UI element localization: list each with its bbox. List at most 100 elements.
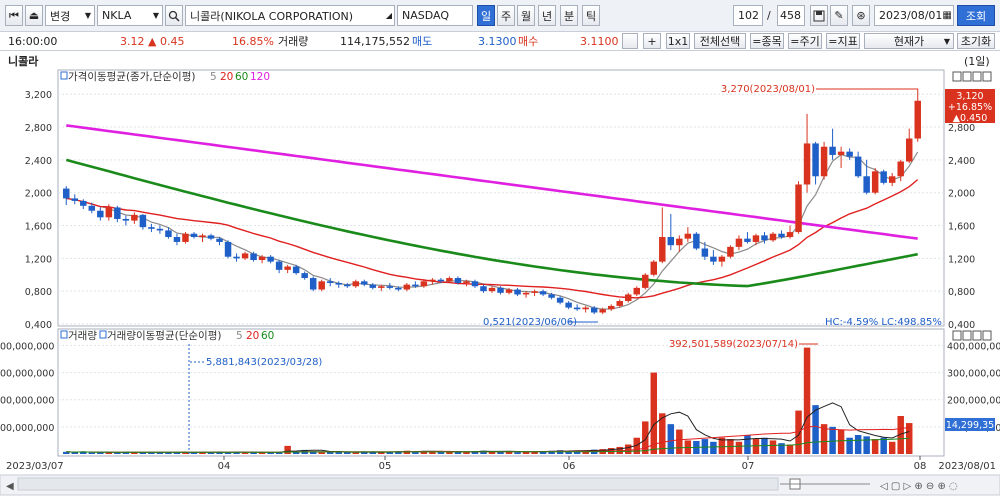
volume-bar: [318, 452, 325, 454]
count-input[interactable]: 102: [733, 5, 763, 26]
volume-bar: [131, 452, 138, 454]
candle-body: [326, 281, 334, 283]
volume-layout-icons[interactable]: [952, 330, 992, 341]
candle-body: [114, 207, 121, 219]
top-toolbar: ⏮ ⏏ 변경 ▼ NKLA ▼ 니콜라(NIKOLA CORPORATION) ◢ N…: [0, 0, 1000, 32]
volume-bar: [744, 435, 751, 454]
symbol-value: NKLA: [102, 9, 132, 22]
scroll-controls-icons[interactable]: ◁ ▢ ▷ ⊕ ⊖ ⊕ ◌: [880, 481, 958, 492]
volume-bar: [420, 451, 428, 454]
settings-icon[interactable]: ⊛: [852, 5, 870, 26]
search-icon[interactable]: [165, 5, 183, 26]
volume-bar: [812, 405, 819, 454]
period-minute[interactable]: 분: [560, 5, 578, 26]
volume-bar: [837, 429, 845, 454]
volume-bar: [565, 451, 572, 454]
volume-bar: [233, 451, 240, 454]
reset-button[interactable]: 초기화: [957, 33, 995, 49]
ratio-button[interactable]: 1x1: [666, 33, 690, 49]
cycle-button[interactable]: =주기: [788, 33, 822, 49]
period-tick[interactable]: 틱: [582, 5, 600, 26]
candle-body: [437, 279, 445, 282]
candle-body: [233, 256, 240, 259]
candle-body: [650, 261, 658, 275]
volume-bar: [395, 451, 402, 454]
candle-body: [139, 214, 147, 228]
select-all-button[interactable]: 전체선택: [694, 33, 746, 49]
candle-body: [309, 278, 317, 290]
stock-name-label: 니콜라: [8, 55, 39, 68]
candle-body: [803, 143, 811, 185]
volume-y-tick-right: 200,000,000: [947, 396, 1000, 407]
period-month[interactable]: 월: [517, 5, 535, 26]
volume-bar: [854, 435, 862, 454]
candle-body: [395, 287, 402, 290]
volume-bar: [539, 451, 547, 454]
layout-icons[interactable]: [952, 71, 992, 82]
volume-bar: [786, 444, 794, 454]
price-y-tick-right: 2,800: [948, 123, 975, 134]
candle-body: [352, 281, 359, 287]
volume-bar: [488, 451, 496, 454]
x-axis-label: 2023/03/07: [6, 461, 64, 472]
volume-bar: [454, 451, 462, 454]
volume-value: 114,175,552: [340, 34, 410, 48]
pen-icon[interactable]: ✎: [830, 5, 848, 26]
volume-bar: [224, 452, 232, 454]
price-legend: 가격이동평균(종가,단순이평) 5 20 60 120: [60, 70, 270, 83]
price-mode-select[interactable]: 현재가 ▼: [864, 33, 954, 49]
quote-change-pct: 16.85%: [232, 34, 274, 48]
candle-body: [914, 100, 921, 139]
price-y-tick-left: 0,800: [25, 287, 52, 298]
candle-body: [607, 305, 615, 310]
vma60-line: [66, 437, 910, 453]
volume-y-tick-right: 400,000,000: [947, 341, 1000, 352]
collapse-icon[interactable]: ⏏: [25, 5, 43, 26]
price-legend-title: 가격이동평균(종가,단순이평): [68, 70, 195, 83]
ask-label: 매도: [412, 35, 433, 48]
first-page-icon[interactable]: ⏮: [5, 5, 23, 26]
scroll-left-icon[interactable]: ◀: [6, 481, 14, 492]
price-tag-value: 3,120: [956, 91, 983, 102]
volume-bar: [676, 429, 683, 454]
candle-body: [420, 281, 428, 287]
period-day[interactable]: 일: [477, 5, 495, 26]
candle-body: [888, 176, 896, 183]
save-icon[interactable]: [810, 5, 828, 26]
plus-button[interactable]: +: [643, 33, 661, 49]
price-tag-change: ▲0.450: [953, 113, 988, 124]
date-input[interactable]: 2023/08/01 ▦: [874, 5, 954, 26]
symbol-input[interactable]: NKLA ▼: [97, 5, 163, 26]
quote-time: 16:00:00: [8, 34, 58, 48]
checkbox-toggle[interactable]: [622, 33, 638, 49]
candle-body: [837, 151, 845, 155]
volume-bar: [642, 421, 649, 454]
candle-body: [267, 256, 274, 262]
volume-bar: [531, 451, 538, 454]
candle-body: [820, 146, 828, 177]
volume-bar: [114, 452, 121, 454]
horizontal-scrollbar[interactable]: ◀ ◁ ▢ ▷ ⊕ ⊖ ⊕ ◌: [0, 474, 1000, 496]
candle-body: [556, 297, 564, 303]
price-volume-chart[interactable]: 3,2003,2002,8002,8002,4002,4002,0002,000…: [0, 68, 1000, 497]
volume-high-annotation: 392,501,589(2023/07/14): [669, 339, 798, 350]
volume-bar: [335, 451, 342, 454]
volume-value-tag: 14,299,35: [945, 418, 995, 431]
volume-bar: [165, 452, 172, 454]
query-button[interactable]: 조회: [957, 5, 995, 26]
candle-body: [318, 281, 325, 290]
indicator-button[interactable]: =지표: [826, 33, 860, 49]
candle-body: [880, 171, 887, 183]
volume-bar: [71, 452, 79, 454]
price-y-tick-left: 3,200: [25, 90, 52, 101]
current-price-tag: 3,120 +16.85% ▲0.450: [945, 89, 995, 124]
volume-bar: [97, 452, 104, 454]
volume-y-tick-left: 00,000,000: [0, 369, 54, 380]
volume-bar: [292, 451, 300, 454]
candle-body: [301, 273, 308, 279]
period-week[interactable]: 주: [497, 5, 515, 26]
calendar-icon[interactable]: ▦: [942, 10, 952, 21]
change-dropdown[interactable]: 변경 ▼: [45, 5, 95, 26]
item-button[interactable]: =종목: [750, 33, 784, 49]
period-year[interactable]: 년: [538, 5, 556, 26]
